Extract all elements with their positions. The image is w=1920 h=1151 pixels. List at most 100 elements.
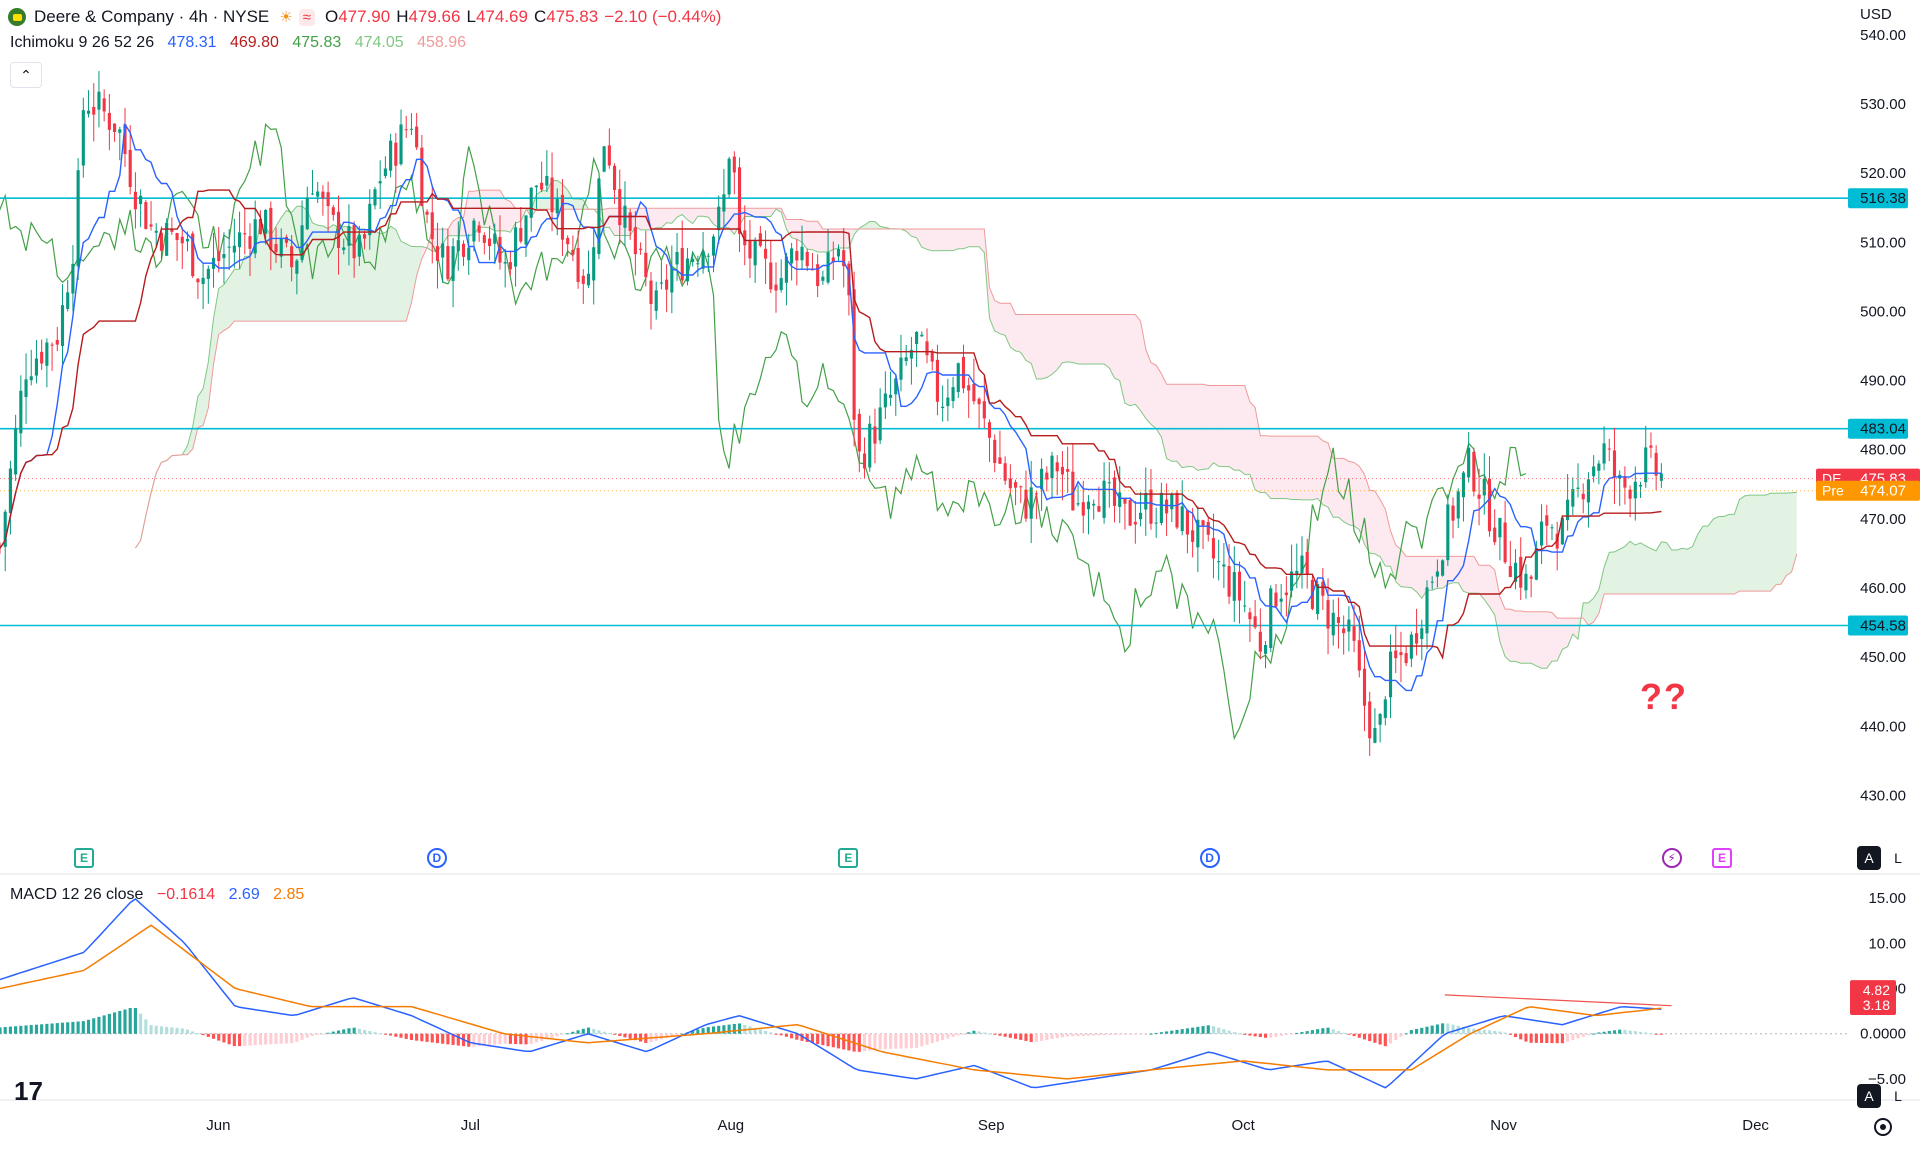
ichimoku-cloud-segment	[1385, 508, 1391, 567]
macd-histogram-bar	[566, 1033, 570, 1035]
candle-body	[758, 233, 762, 246]
macd-histogram-bar	[1211, 1026, 1216, 1034]
ichimoku-cloud-segment	[1192, 384, 1198, 471]
auto-scale-button[interactable]: A	[1857, 846, 1881, 870]
macd-histogram-bar	[628, 1033, 632, 1039]
candle-body	[1165, 499, 1169, 514]
ichimoku-cloud-segment	[927, 229, 933, 251]
event-marker-e2[interactable]: E	[1712, 848, 1732, 868]
ichimoku-cloud-segment	[921, 229, 928, 250]
candle-body	[97, 91, 101, 110]
market-hours-sun-icon[interactable]: ☀	[279, 9, 293, 26]
settings-gear-icon[interactable]	[1874, 1118, 1892, 1136]
macd-histogram-bar	[1149, 1033, 1153, 1035]
macd-histogram-bar	[1451, 1024, 1455, 1034]
macd-histogram-bar	[1107, 1033, 1111, 1036]
macd-histogram-bar	[66, 1022, 70, 1034]
ohlc-low: L474.69	[466, 7, 528, 26]
ichimoku-cloud-segment	[1671, 550, 1677, 594]
candle-body	[92, 106, 96, 115]
macd-histogram-bar	[1269, 1033, 1273, 1038]
macd-histogram-bar	[1550, 1033, 1554, 1044]
macd-histogram-bar	[930, 1033, 934, 1044]
ichimoku-cloud-segment	[1458, 556, 1464, 592]
macd-histogram-bar	[696, 1029, 700, 1034]
ichimoku-cloud-segment	[791, 219, 797, 240]
candle-body	[1102, 480, 1106, 518]
macd-histogram-bar	[1222, 1029, 1226, 1034]
ichimoku-cloud-segment	[1593, 589, 1599, 623]
ichimoku-cloud-segment	[1557, 618, 1563, 661]
macd-histogram-bar	[1540, 1033, 1544, 1043]
event-marker-s[interactable]: ⚡	[1661, 848, 1682, 868]
ichimoku-cloud-segment	[281, 210, 287, 322]
macd-histogram-bar	[441, 1033, 445, 1044]
candle-body	[331, 207, 335, 215]
candle-body	[972, 383, 976, 402]
candle-body	[1305, 551, 1309, 575]
candle-body	[701, 251, 705, 269]
macd-histogram-bar	[727, 1024, 731, 1034]
macd-log-scale-button[interactable]: L	[1894, 1088, 1902, 1104]
macd-histogram-bar	[269, 1033, 273, 1045]
macd-histogram-bar	[732, 1023, 736, 1034]
macd-histogram-bar	[133, 1007, 137, 1034]
macd-histogram-bar	[1597, 1032, 1601, 1034]
macd-histogram-bar	[524, 1033, 528, 1045]
event-marker-e[interactable]: E	[838, 848, 859, 868]
ichimoku-cloud-segment	[1510, 609, 1516, 662]
candle-body	[1581, 493, 1585, 500]
candle-body	[1388, 651, 1393, 698]
candle-body	[842, 250, 846, 267]
macd-tick-label: 0.0000	[1860, 1026, 1906, 1043]
ichimoku-cloud-segment	[1296, 436, 1302, 500]
macd-auto-scale-button[interactable]: A	[1857, 1084, 1881, 1108]
ichimoku-cloud-segment	[1682, 548, 1688, 594]
ichimoku-cloud-segment	[1270, 436, 1276, 499]
log-scale-button[interactable]: L	[1894, 850, 1902, 866]
ichimoku-cloud-segment	[249, 248, 256, 322]
data-status-icon[interactable]: ≈	[298, 8, 315, 26]
macd-histogram-bar	[326, 1032, 330, 1034]
candle-body	[404, 129, 408, 131]
event-marker-e[interactable]: E	[74, 848, 94, 868]
candle-body	[1107, 482, 1111, 484]
candle-body	[1368, 701, 1372, 739]
ichimoku-cloud-segment	[317, 225, 323, 322]
macd-histogram-bar	[1524, 1033, 1528, 1042]
currency-label[interactable]: USD	[1860, 6, 1892, 23]
candle-body	[24, 379, 28, 398]
candle-body	[675, 251, 679, 265]
ichimoku-cloud-segment	[1499, 596, 1506, 657]
event-marker-d[interactable]: D	[1199, 848, 1220, 868]
tradingview-logo[interactable]: 17	[14, 1076, 43, 1106]
ichimoku-legend[interactable]: Ichimoku 9 26 52 26 478.31 469.80 475.83…	[10, 34, 475, 52]
candle-body	[1404, 653, 1408, 664]
macd-histogram-bar	[1602, 1031, 1606, 1034]
candle-body	[769, 262, 773, 290]
candle-body	[784, 256, 788, 283]
candle-body	[185, 238, 190, 242]
macd-histogram-bar	[1206, 1025, 1210, 1034]
collapse-legend-button[interactable]: ⌃	[10, 62, 42, 88]
ichimoku-cloud-segment	[380, 232, 386, 322]
macd-histogram-bar	[1394, 1033, 1398, 1041]
macd-legend[interactable]: MACD 12 26 close −0.1614 2.69 2.85	[10, 886, 313, 904]
ichimoku-cloud-segment	[1572, 618, 1579, 640]
candle-body	[232, 245, 236, 253]
macd-histogram-bar	[1467, 1028, 1471, 1034]
ichimoku-cloud-segment	[1624, 541, 1631, 594]
candle-body	[639, 248, 643, 250]
symbol-title[interactable]: Deere & Company · 4h · NYSE	[34, 7, 270, 26]
ichimoku-cloud-segment	[343, 226, 349, 322]
candle-body	[1201, 520, 1205, 526]
macd-histogram-bar	[847, 1033, 851, 1051]
macd-histogram-bar	[862, 1033, 867, 1052]
event-marker-d[interactable]: D	[426, 848, 447, 868]
ichimoku-cloud-segment	[1531, 611, 1537, 666]
macd-histogram-bar	[154, 1025, 158, 1034]
macd-histogram-bar	[1529, 1033, 1533, 1043]
macd-value-tag	[1850, 994, 1896, 1015]
macd-histogram-bar	[909, 1033, 913, 1049]
